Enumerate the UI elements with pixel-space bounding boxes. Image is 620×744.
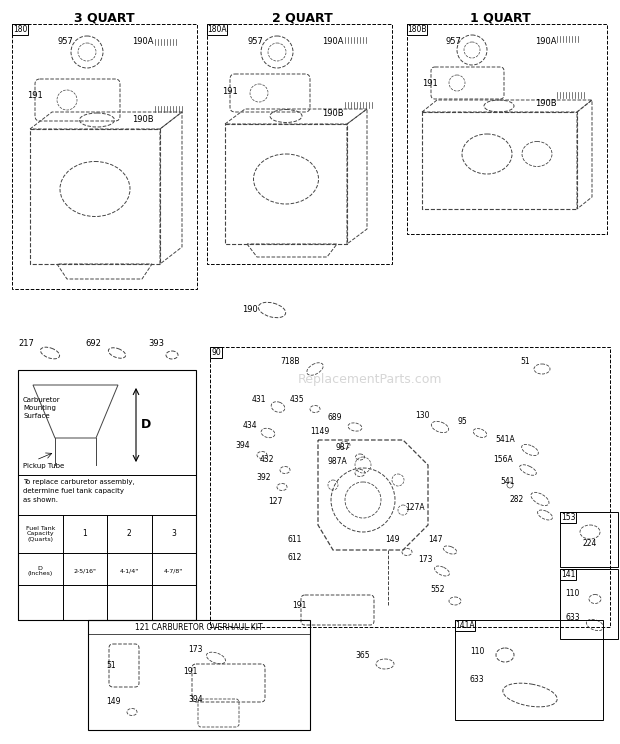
Text: 51: 51 (520, 358, 529, 367)
Text: 957: 957 (445, 37, 461, 46)
Text: Surface: Surface (23, 413, 50, 419)
Bar (407, 24, 607, 234)
Text: 552: 552 (430, 585, 445, 594)
Bar (18, 370, 196, 620)
Bar (12, 24, 197, 289)
Bar (88, 620, 310, 730)
Text: 190B: 190B (322, 109, 343, 118)
Text: 180: 180 (13, 25, 27, 34)
Bar (207, 24, 392, 264)
Text: 2 QUART: 2 QUART (272, 11, 332, 25)
Text: 153: 153 (560, 513, 575, 522)
Bar (560, 569, 618, 639)
Text: 173: 173 (418, 554, 433, 563)
Text: 191: 191 (183, 667, 197, 676)
Text: 3 QUART: 3 QUART (74, 11, 135, 25)
Text: 394: 394 (235, 440, 250, 449)
Text: 191: 191 (422, 80, 438, 89)
Text: 51: 51 (106, 661, 115, 670)
Text: 1149: 1149 (310, 428, 329, 437)
Bar (455, 620, 475, 631)
Text: 110: 110 (565, 589, 579, 598)
Text: determine fuel tank capacity: determine fuel tank capacity (23, 488, 124, 494)
Text: 2-5/16": 2-5/16" (73, 568, 96, 574)
Text: 141A: 141A (455, 621, 475, 630)
Text: 141: 141 (561, 570, 575, 579)
Text: 987A: 987A (328, 458, 348, 466)
Text: 191: 191 (292, 600, 306, 609)
Text: 392: 392 (256, 472, 270, 481)
Text: 190B: 190B (535, 100, 557, 109)
Bar (560, 512, 618, 567)
Text: 127: 127 (268, 498, 282, 507)
Text: 432: 432 (260, 455, 275, 464)
Text: 3: 3 (171, 530, 176, 539)
Text: 149: 149 (106, 698, 120, 707)
Bar (560, 569, 576, 580)
Text: 191: 191 (27, 92, 43, 100)
Text: 4-7/8": 4-7/8" (164, 568, 184, 574)
Text: 147: 147 (428, 536, 443, 545)
Text: 541A: 541A (495, 434, 515, 443)
Text: 190B: 190B (132, 115, 154, 124)
Text: as shown.: as shown. (23, 497, 58, 503)
Text: 130: 130 (415, 411, 430, 420)
Bar (455, 620, 603, 720)
Text: 957: 957 (247, 37, 263, 46)
Text: 633: 633 (470, 676, 485, 684)
Text: 190A: 190A (132, 37, 154, 46)
Text: 282: 282 (510, 495, 525, 504)
Text: 127A: 127A (405, 502, 425, 512)
Text: D
(Inches): D (Inches) (28, 565, 53, 577)
Text: 633: 633 (565, 612, 580, 621)
Bar (210, 347, 222, 358)
Text: 957: 957 (57, 37, 73, 46)
Text: 190A: 190A (535, 37, 557, 46)
Text: 394: 394 (188, 696, 203, 705)
Text: 149: 149 (385, 536, 399, 545)
Text: 718B: 718B (280, 358, 299, 367)
Text: 156A: 156A (493, 455, 513, 464)
Text: 180A: 180A (207, 25, 227, 34)
Text: 611: 611 (288, 534, 303, 544)
Text: 435: 435 (290, 394, 304, 403)
Text: 110: 110 (470, 647, 484, 656)
Text: 180B: 180B (407, 25, 427, 34)
Text: 393: 393 (148, 339, 164, 347)
Bar (407, 24, 427, 35)
Text: 224: 224 (583, 539, 597, 548)
Text: 4-1/4": 4-1/4" (120, 568, 139, 574)
Bar (12, 24, 28, 35)
Bar (210, 347, 610, 627)
Text: 173: 173 (188, 646, 203, 655)
Text: 90: 90 (211, 348, 221, 357)
Text: 121 CARBURETOR OVERHAUL KIT: 121 CARBURETOR OVERHAUL KIT (135, 623, 263, 632)
Text: 434: 434 (243, 420, 258, 429)
Text: To replace carburetor assembly,: To replace carburetor assembly, (23, 479, 135, 485)
Text: 95: 95 (458, 417, 467, 426)
Text: 612: 612 (288, 553, 303, 562)
Text: 2: 2 (127, 530, 131, 539)
Text: 190A: 190A (322, 37, 343, 46)
Text: 692: 692 (85, 339, 101, 347)
Text: 365: 365 (355, 650, 370, 659)
Text: Mounting: Mounting (23, 405, 56, 411)
Text: Pickup Tube: Pickup Tube (23, 463, 64, 469)
Text: 431: 431 (252, 394, 267, 403)
Text: Carburetor: Carburetor (23, 397, 61, 403)
Bar (207, 24, 227, 35)
Text: 689: 689 (328, 412, 342, 422)
Text: Fuel Tank
Capacity
(Quarts): Fuel Tank Capacity (Quarts) (25, 526, 55, 542)
Text: 987: 987 (336, 443, 350, 452)
Text: 1: 1 (82, 530, 87, 539)
Text: 541: 541 (500, 478, 515, 487)
Bar (560, 512, 576, 523)
Text: 191: 191 (222, 88, 237, 97)
Text: 190: 190 (242, 306, 258, 315)
Text: D: D (141, 418, 151, 432)
Text: 217: 217 (18, 339, 34, 347)
Text: 1 QUART: 1 QUART (469, 11, 530, 25)
Text: ReplacementParts.com: ReplacementParts.com (298, 373, 442, 386)
